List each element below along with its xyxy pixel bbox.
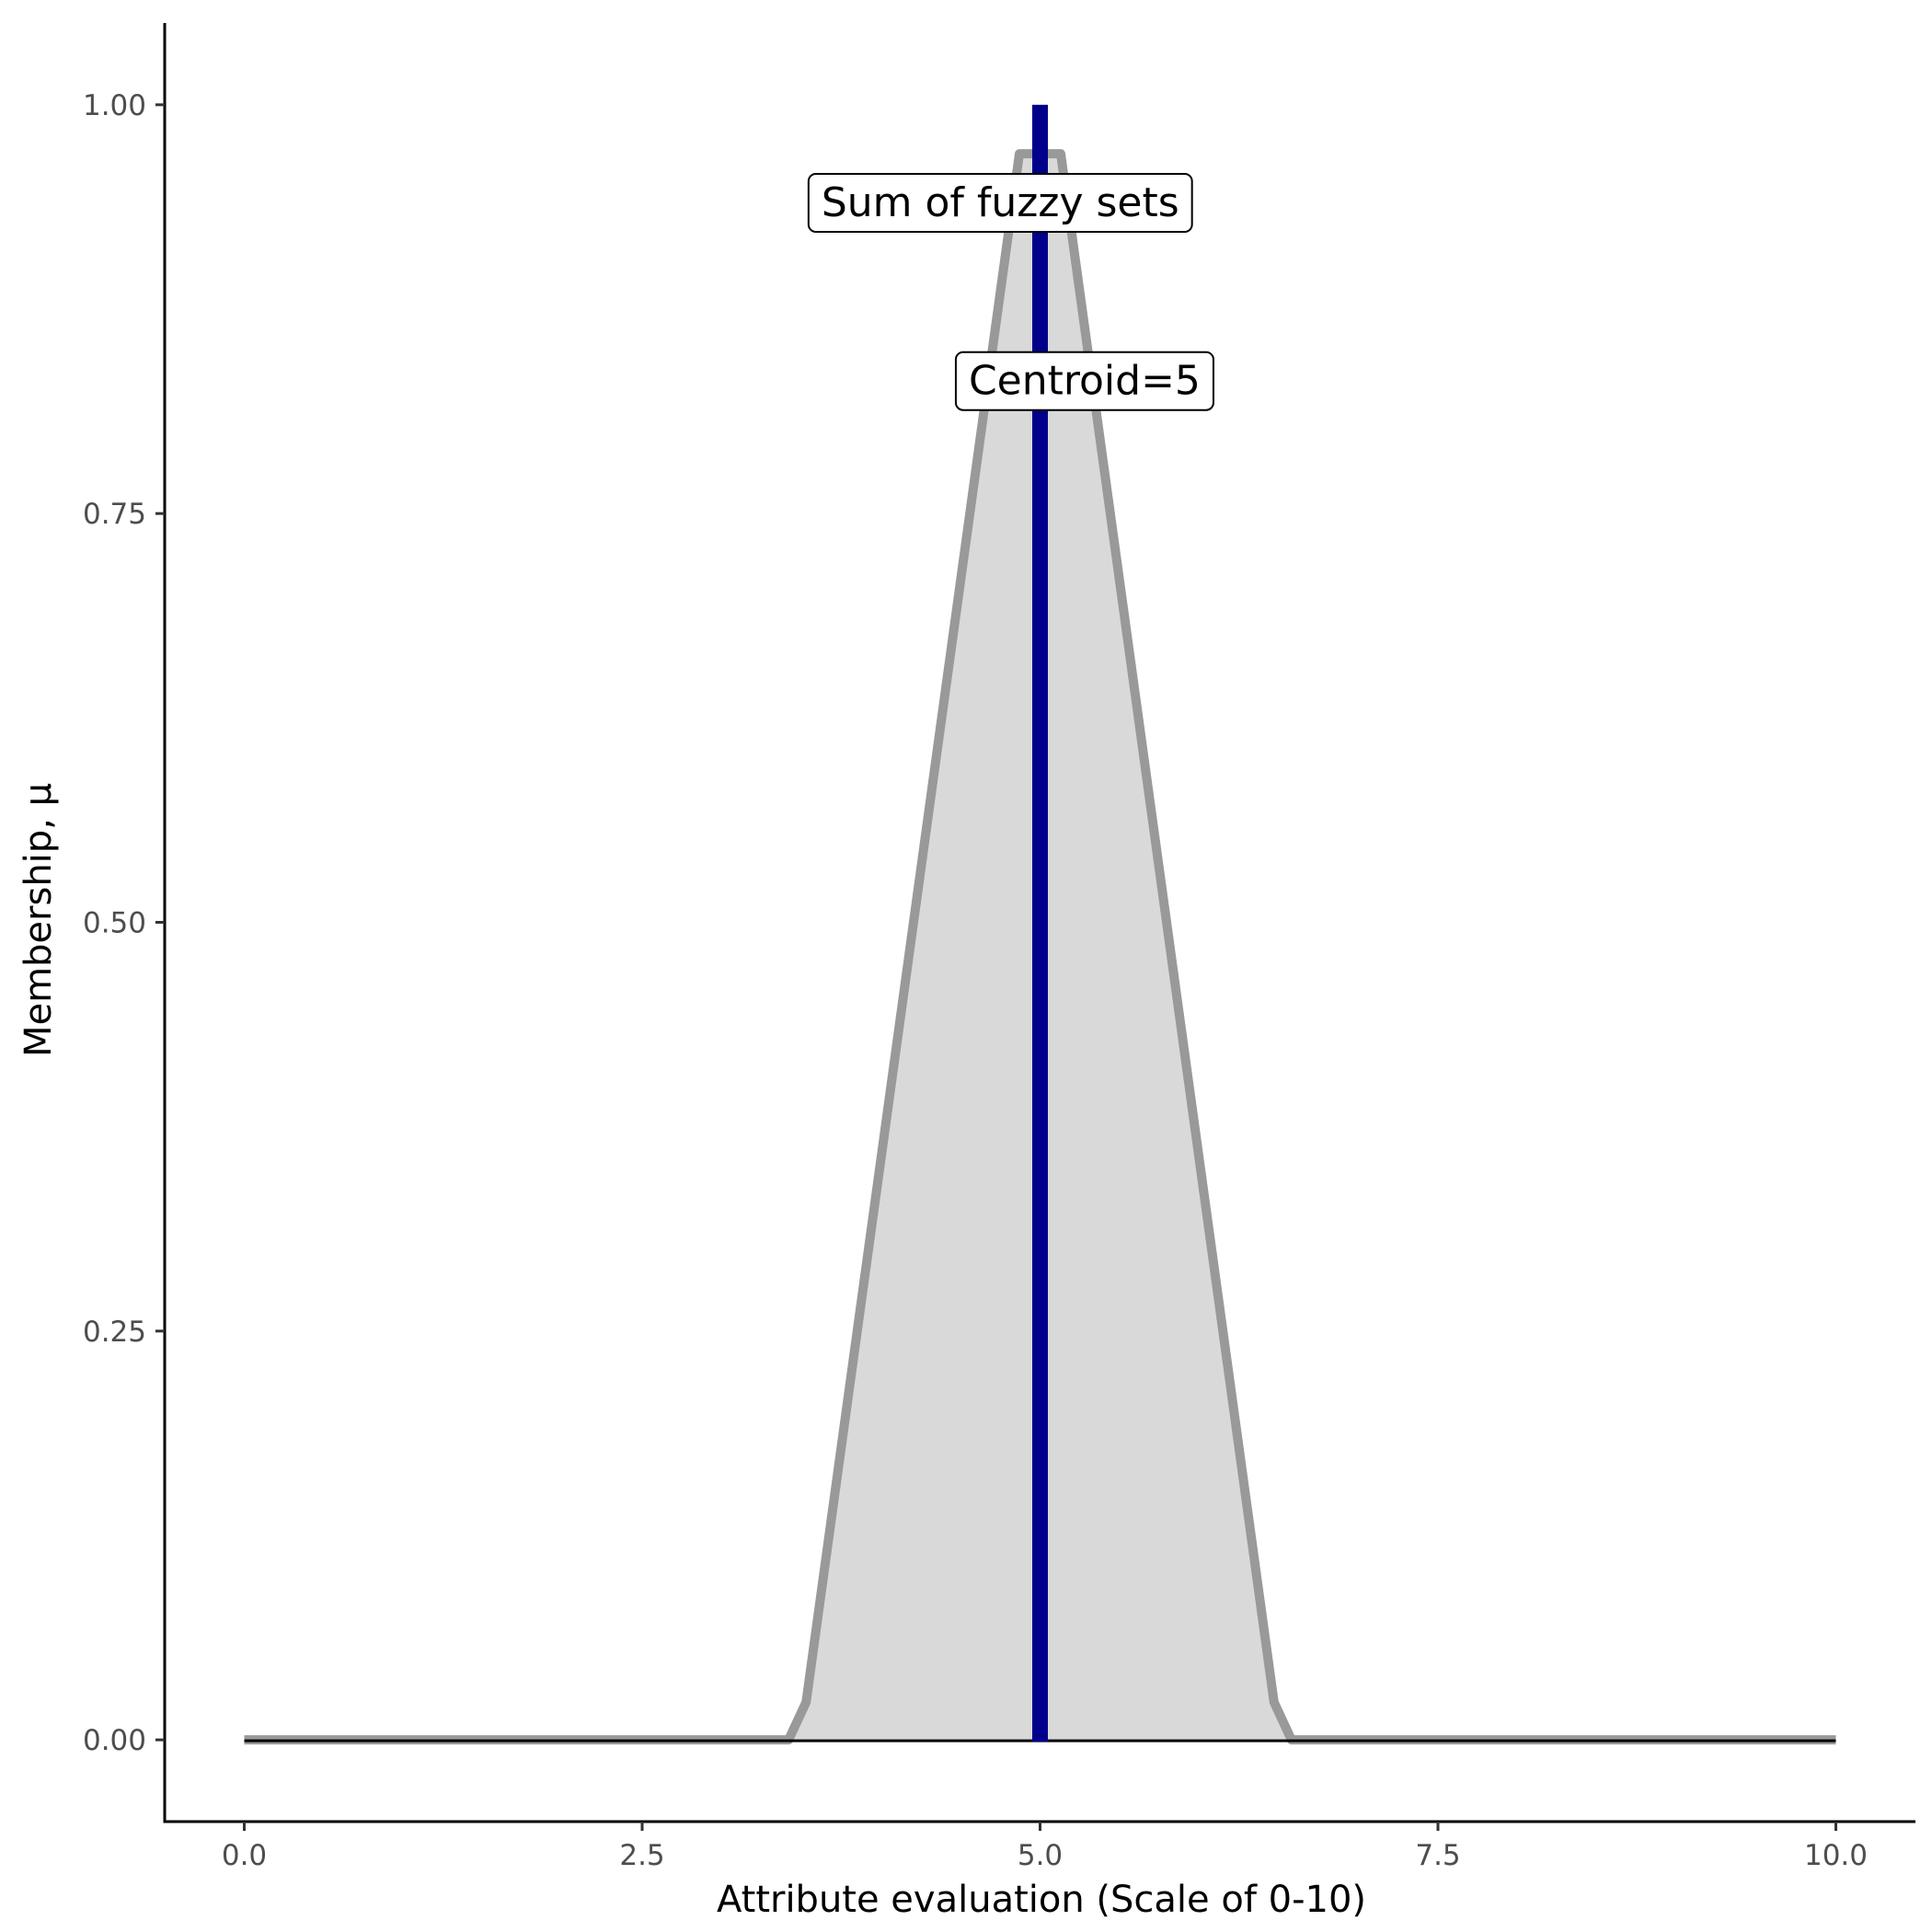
x-tick-label: 2.5 — [619, 1839, 664, 1872]
x-tick-label: 0.0 — [222, 1839, 267, 1872]
x-tick-label: 10.0 — [1804, 1839, 1868, 1872]
annotation-text: Sum of fuzzy sets — [822, 179, 1179, 226]
annotations: Sum of fuzzy sets Centroid=5 — [807, 173, 1214, 411]
x-tick-label: 7.5 — [1415, 1839, 1460, 1872]
y-tick-label: 0.75 — [83, 498, 146, 531]
annotation-label-1: Centroid=5 — [954, 351, 1214, 411]
annotation-box — [807, 173, 1193, 233]
plot-marks — [244, 104, 1836, 1745]
annotation-label-0: Sum of fuzzy sets — [807, 173, 1193, 233]
y-axis-title: Membership, μ — [17, 783, 60, 1057]
y-tick-label: 0.25 — [83, 1316, 146, 1349]
axes: 0.0 2.5 5.0 7.5 10.0 0.00 0.25 0.50 0.75 1.00 — [83, 23, 1915, 1872]
x-tick-label: 5.0 — [1018, 1839, 1063, 1872]
y-tick-label: 0.00 — [83, 1724, 146, 1757]
x-axis-title: Attribute evaluation (Scale of 0-10) — [717, 1879, 1366, 1921]
y-tick-label: 0.50 — [83, 907, 146, 940]
annotation-text: Centroid=5 — [969, 358, 1201, 405]
y-tick-label: 1.00 — [83, 89, 146, 122]
annotation-box — [954, 351, 1214, 411]
